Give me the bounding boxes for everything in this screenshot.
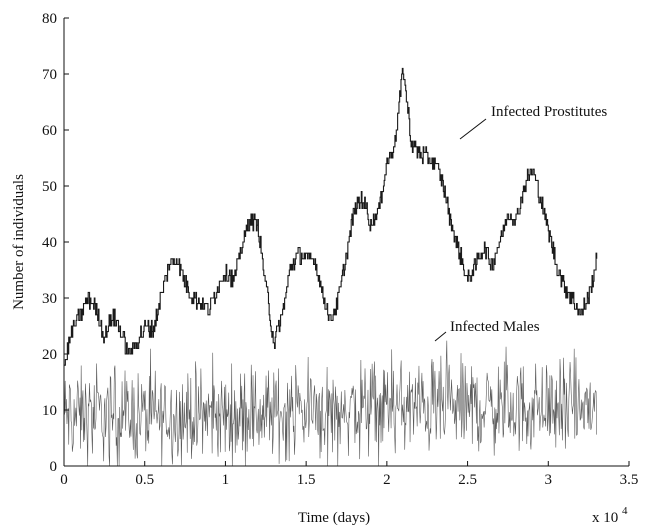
ticks-layer: 0 0.5 1 1.5 2 2.5 3 3.5 0 10 20 30 40 50 60 70 80 xyxy=(42,11,638,488)
x-axis-multiplier: x 10 4 xyxy=(592,505,628,526)
y-tick-label: 10 xyxy=(42,403,57,419)
series-layer xyxy=(63,67,598,467)
y-tick-label: 0 xyxy=(50,459,58,475)
annotation-infected-prostitutes: Infected Prostitutes xyxy=(491,104,607,120)
x-tick-label: 1.5 xyxy=(297,472,316,488)
x-tick-label: 1 xyxy=(222,472,230,488)
axes-layer xyxy=(63,18,629,467)
annotation-leader-males xyxy=(434,331,447,342)
x-tick-label: 2 xyxy=(383,472,391,488)
series-infected-males xyxy=(63,340,598,467)
x-axis-multiplier-exponent: 4 xyxy=(622,505,628,517)
x-tick-label: 3.5 xyxy=(620,472,639,488)
y-tick-label: 20 xyxy=(42,347,57,363)
y-tick-label: 30 xyxy=(42,291,57,307)
y-tick-label: 40 xyxy=(42,235,57,251)
x-tick-label: 2.5 xyxy=(458,472,477,488)
y-tick-label: 80 xyxy=(42,11,57,27)
x-axis-multiplier-base: x 10 xyxy=(592,510,618,526)
annotation-leader-prostitutes xyxy=(459,118,487,140)
y-tick-label: 70 xyxy=(42,67,57,83)
y-tick-label: 50 xyxy=(42,179,57,195)
x-tick-label: 3 xyxy=(545,472,553,488)
x-tick-label: 0.5 xyxy=(135,472,154,488)
series-infected-prostitutes xyxy=(64,67,598,366)
y-axis-title: Number of individuals xyxy=(11,174,27,310)
annotation-infected-males: Infected Males xyxy=(450,319,540,335)
y-tick-label: 60 xyxy=(42,123,57,139)
x-tick-label: 0 xyxy=(60,472,68,488)
x-axis-title: Time (days) xyxy=(298,510,370,526)
